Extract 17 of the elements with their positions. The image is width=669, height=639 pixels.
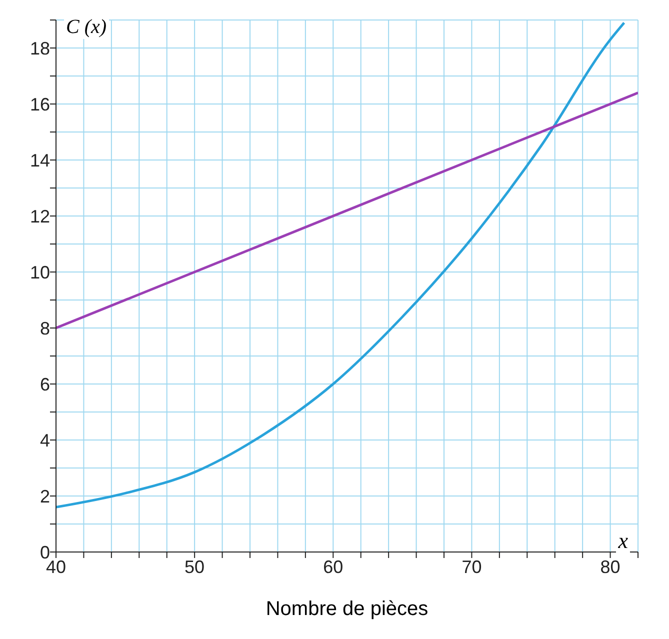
y-tick-label: 8 [40, 318, 50, 338]
y-tick-label: 0 [40, 542, 50, 562]
y-axis-title: C (x) [64, 16, 109, 39]
x-tick-label: 60 [323, 556, 344, 577]
annotation: x [616, 528, 630, 554]
y-tick-label: 2 [40, 486, 50, 506]
y-tick-label: 18 [30, 38, 50, 58]
y-tick-label: 6 [40, 374, 50, 394]
x-tick-label: 80 [600, 556, 620, 577]
y-tick-label: 4 [40, 430, 50, 450]
x-axis-title: Nombre de pièces [264, 598, 430, 621]
y-tick-label: 10 [30, 262, 50, 282]
x-tick-label: 70 [462, 556, 482, 577]
x-tick-label: 50 [184, 556, 205, 577]
y-tick-label: 12 [30, 206, 50, 226]
y-tick-label: 14 [30, 150, 50, 170]
y-tick-label: 16 [30, 94, 50, 114]
